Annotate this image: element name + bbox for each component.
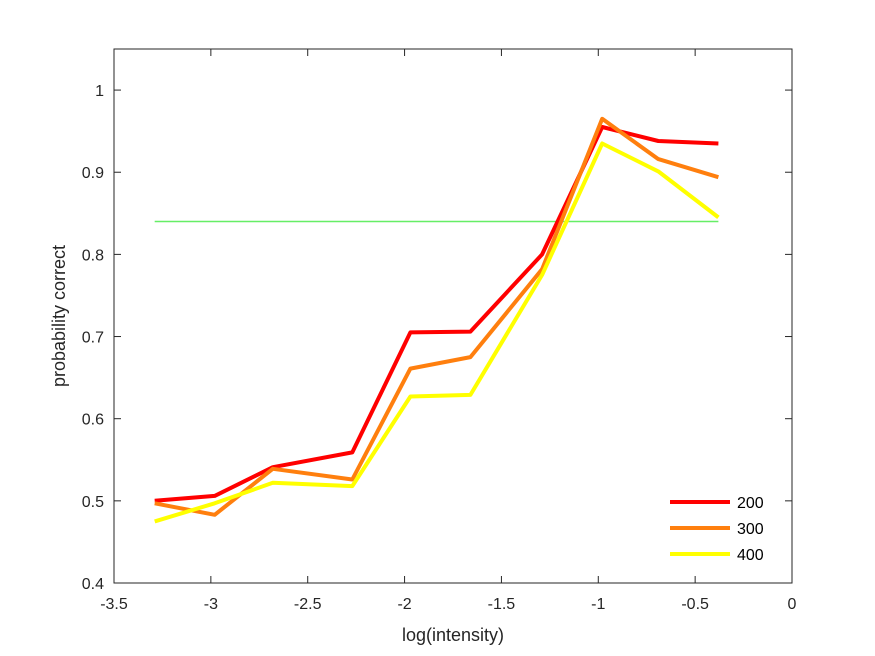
y-tick-label: 0.8 bbox=[82, 247, 104, 264]
x-tick-label: -2 bbox=[397, 596, 411, 613]
series-line-200 bbox=[154, 125, 719, 503]
series-layer bbox=[154, 116, 720, 524]
y-tick-label: 0.4 bbox=[82, 576, 104, 593]
x-tick-label: -0.5 bbox=[681, 596, 709, 613]
x-tick-label: -3 bbox=[204, 596, 218, 613]
x-tick-label: -1 bbox=[591, 596, 605, 613]
x-tick-label: -2.5 bbox=[294, 596, 322, 613]
y-axis-label: probability correct bbox=[49, 245, 69, 387]
y-tick-label: 1 bbox=[95, 83, 104, 100]
legend-label-200: 200 bbox=[737, 495, 764, 512]
y-axis: 0.4 0.5 0.6 0.7 0.8 0.9 1 bbox=[82, 83, 792, 593]
legend-label-300: 300 bbox=[737, 521, 764, 538]
x-axis: -3.5 -3 -2.5 -2 -1.5 -1 -0.5 0 bbox=[100, 49, 797, 613]
x-axis-label: log(intensity) bbox=[402, 625, 504, 645]
x-tick-label: 0 bbox=[788, 596, 797, 613]
x-tick-label: -3.5 bbox=[100, 596, 128, 613]
series-line-400 bbox=[154, 141, 720, 524]
y-tick-label: 0.7 bbox=[82, 330, 104, 347]
legend: 200 300 400 bbox=[670, 495, 764, 564]
legend-label-400: 400 bbox=[737, 547, 764, 564]
plot-area bbox=[113, 48, 793, 584]
y-tick-label: 0.9 bbox=[82, 165, 104, 182]
y-tick-label: 0.5 bbox=[82, 494, 104, 511]
y-tick-label: 0.6 bbox=[82, 412, 104, 429]
x-tick-label: -1.5 bbox=[488, 596, 516, 613]
